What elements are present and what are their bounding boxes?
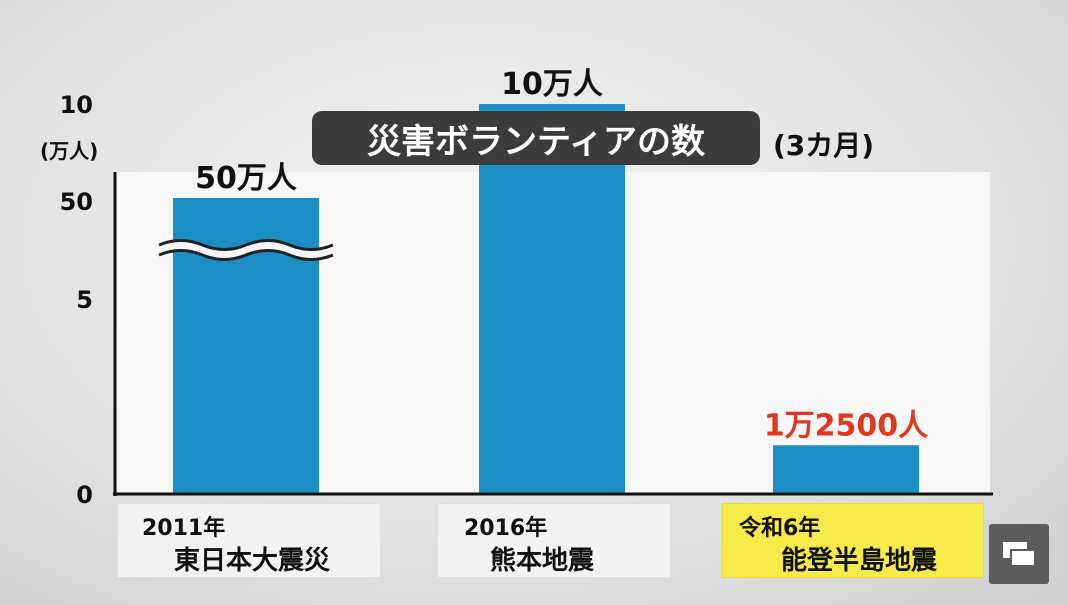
bar-value-label: 10万人 [501, 67, 603, 102]
axis-break-line [158, 249, 334, 261]
category-year: 2016年 [464, 516, 548, 541]
category-card-tohoku: 2011年 東日本大震災 [117, 503, 381, 578]
bar [773, 445, 919, 494]
y-tick-label: 0 [76, 481, 93, 509]
category-year: 令和6年 [739, 516, 821, 541]
captions-button[interactable] [989, 524, 1049, 584]
axis-break-mark [157, 240, 335, 260]
y-axis-unit: (万人) [40, 139, 99, 163]
category-name: 東日本大震災 [174, 546, 331, 576]
bar-value-label: 1万2500人 [764, 408, 928, 443]
category-name: 能登半島地震 [781, 546, 938, 576]
y-tick-label: 50 [60, 188, 93, 216]
category-card-noto: 令和6年 能登半島地震 [722, 503, 984, 578]
y-tick-label: 10 [60, 91, 93, 119]
axis-break-line [158, 239, 334, 251]
bar [479, 104, 625, 494]
category-year: 2011年 [142, 516, 226, 541]
captions-icon [1003, 542, 1036, 567]
chart-subtitle: (3カ月) [773, 129, 875, 162]
category-name: 熊本地震 [490, 546, 595, 576]
y-tick-label: 5 [76, 286, 93, 314]
bar-value-label: 50万人 [195, 161, 297, 196]
category-card-kumamoto: 2016年 熊本地震 [437, 503, 671, 578]
chart-title: 災害ボランティアの数 [312, 111, 760, 165]
